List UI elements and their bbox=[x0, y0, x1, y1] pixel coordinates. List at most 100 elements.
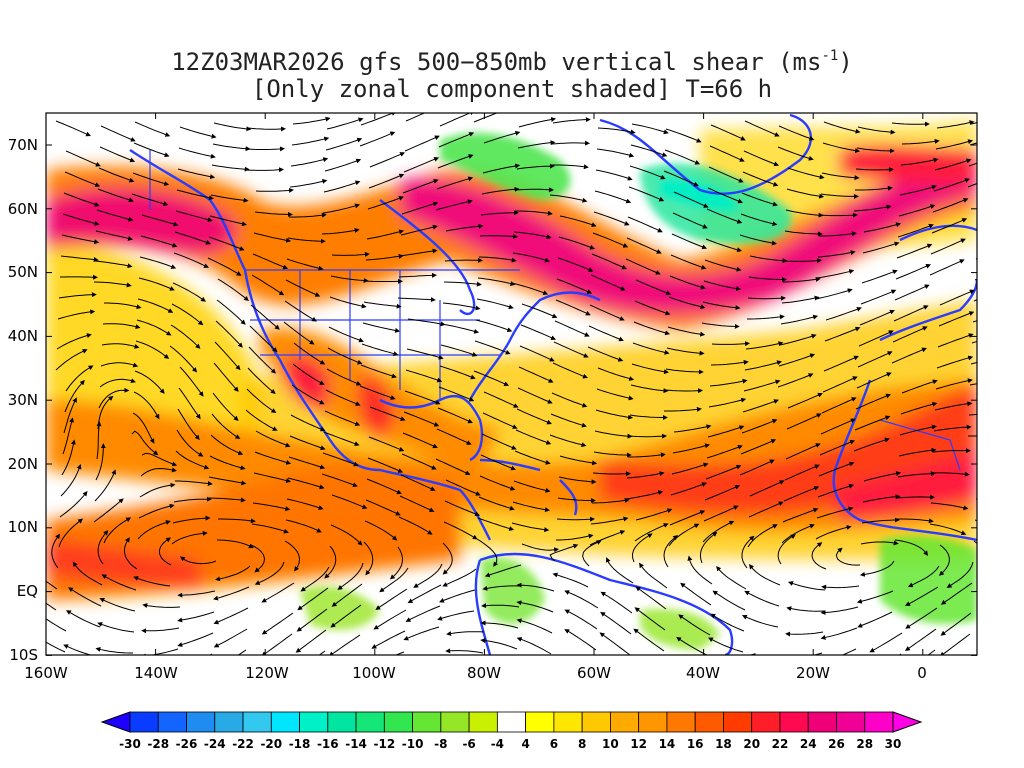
streamline bbox=[245, 167, 284, 173]
streamline bbox=[331, 494, 368, 509]
streamline bbox=[630, 384, 669, 394]
streamline bbox=[974, 278, 977, 281]
streamline bbox=[709, 145, 745, 162]
streamline bbox=[480, 638, 518, 650]
streamline bbox=[590, 274, 626, 291]
streamline bbox=[787, 392, 823, 409]
streamline bbox=[967, 182, 977, 188]
streamline bbox=[514, 450, 551, 465]
lat-label: 10S bbox=[9, 646, 38, 664]
streamline bbox=[786, 413, 822, 430]
streamline bbox=[968, 162, 977, 167]
streamline bbox=[406, 348, 444, 360]
streamline bbox=[892, 326, 928, 343]
streamline bbox=[747, 524, 778, 548]
streamline bbox=[929, 523, 967, 536]
streamline bbox=[744, 590, 780, 607]
streamline bbox=[330, 524, 363, 546]
streamline bbox=[209, 455, 246, 471]
streamline bbox=[550, 413, 587, 428]
streamline bbox=[171, 303, 204, 326]
streamline bbox=[46, 618, 67, 632]
streamline bbox=[98, 167, 135, 183]
streamline bbox=[968, 413, 977, 416]
streamline bbox=[209, 653, 213, 655]
streamline bbox=[400, 474, 436, 491]
streamline bbox=[56, 333, 92, 350]
streamline bbox=[136, 319, 172, 336]
colorbar-label: -22 bbox=[232, 737, 254, 751]
streamline bbox=[932, 198, 969, 213]
streamline bbox=[785, 443, 821, 460]
streamline bbox=[699, 531, 718, 564]
colorbar-swatch bbox=[186, 711, 216, 733]
streamline bbox=[749, 255, 788, 264]
colorbar-label: -30 bbox=[119, 737, 141, 751]
streamline bbox=[477, 277, 516, 286]
streamline bbox=[322, 452, 359, 467]
streamline bbox=[513, 231, 552, 240]
streamline bbox=[337, 562, 364, 590]
borders bbox=[149, 150, 961, 471]
streamline bbox=[969, 142, 977, 146]
streamline bbox=[96, 421, 102, 460]
streamline bbox=[361, 343, 399, 356]
streamline bbox=[141, 452, 178, 467]
streamline bbox=[407, 318, 446, 327]
streamline bbox=[891, 347, 927, 364]
streamline bbox=[324, 545, 337, 579]
streamline bbox=[634, 300, 671, 316]
streamline bbox=[362, 322, 401, 333]
streamline bbox=[936, 355, 974, 369]
streamline bbox=[969, 383, 977, 386]
streamline bbox=[179, 366, 204, 397]
streamline bbox=[210, 434, 244, 456]
colorbar-swatch bbox=[751, 711, 781, 733]
streamline bbox=[634, 523, 669, 542]
streamline bbox=[668, 523, 700, 547]
streamline bbox=[822, 142, 861, 154]
streamline bbox=[131, 193, 169, 207]
colorbar-swatch bbox=[525, 711, 555, 733]
streamline bbox=[366, 229, 405, 240]
streamline bbox=[254, 451, 292, 465]
streamline bbox=[940, 612, 972, 636]
streamline bbox=[292, 116, 331, 125]
streamline bbox=[901, 138, 940, 145]
streamline bbox=[401, 453, 437, 470]
streamline bbox=[781, 523, 815, 544]
streamline bbox=[704, 259, 742, 272]
streamline bbox=[132, 172, 170, 186]
streamline bbox=[365, 253, 404, 261]
streamline bbox=[438, 386, 475, 402]
streamline bbox=[841, 648, 857, 655]
streamline bbox=[324, 410, 361, 427]
streamline bbox=[597, 367, 635, 381]
streamline bbox=[706, 444, 743, 459]
streamline bbox=[250, 544, 266, 573]
colorbar-label: 12 bbox=[630, 737, 647, 751]
streamline bbox=[46, 580, 58, 590]
streamline bbox=[705, 238, 743, 253]
streamline bbox=[627, 216, 663, 233]
streamline bbox=[360, 113, 397, 126]
streamline bbox=[711, 341, 750, 347]
streamline bbox=[293, 342, 326, 365]
streamline bbox=[254, 211, 293, 217]
streamline bbox=[629, 414, 668, 420]
streamline bbox=[480, 620, 519, 629]
streamline bbox=[978, 202, 1011, 217]
streamline bbox=[589, 530, 626, 546]
streamline bbox=[329, 296, 367, 309]
streamline bbox=[177, 590, 216, 598]
streamline bbox=[558, 476, 597, 485]
streamline bbox=[473, 370, 510, 387]
streamline bbox=[553, 341, 589, 358]
streamline bbox=[57, 309, 96, 320]
streamline bbox=[207, 257, 242, 276]
streamline bbox=[898, 204, 936, 217]
colorbar-label: 4 bbox=[521, 737, 529, 751]
streamline bbox=[858, 330, 894, 347]
streamline bbox=[589, 304, 625, 321]
streamline bbox=[742, 171, 779, 187]
